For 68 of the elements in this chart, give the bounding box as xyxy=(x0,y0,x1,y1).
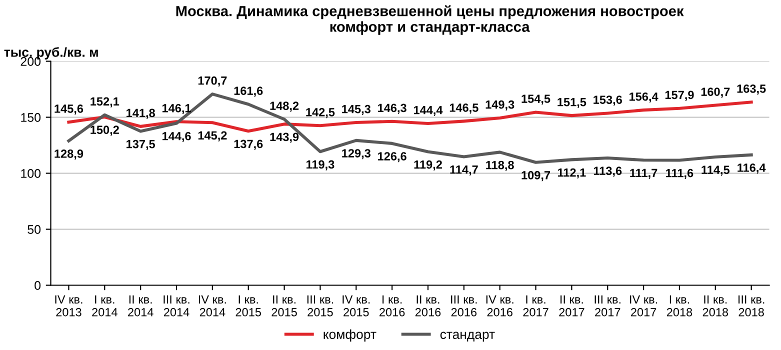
data-label: 137,5 xyxy=(126,140,156,150)
data-label: 161,6 xyxy=(234,86,263,97)
data-label: 145,3 xyxy=(342,104,370,115)
x-tick-label: II кв. 2015 xyxy=(272,295,297,316)
y-tick-label: 200 xyxy=(20,57,41,66)
data-label: 157,9 xyxy=(665,90,694,101)
x-tick-label: III кв. 2018 xyxy=(738,295,764,316)
data-label: 141,8 xyxy=(126,108,155,119)
data-label: 156,4 xyxy=(630,92,658,103)
data-label: 146,1 xyxy=(162,104,191,114)
data-label: 113,6 xyxy=(594,166,622,177)
legend-label: стандарт xyxy=(440,332,495,342)
chart-title: Москва. Динамика средневзвешенной цены предложения новостроек комфорт и стандарт-класса xyxy=(176,5,684,35)
data-label: 114,5 xyxy=(702,166,730,176)
data-label: 116,4 xyxy=(738,164,766,174)
data-label: 119,2 xyxy=(414,160,442,170)
x-tick-label: II кв. 2017 xyxy=(559,295,584,316)
data-label: 137,6 xyxy=(234,140,263,150)
data-label: 153,6 xyxy=(594,96,622,106)
data-label: 129,3 xyxy=(342,149,370,160)
data-label: 126,6 xyxy=(378,152,406,162)
x-tick-label: II кв. 2014 xyxy=(128,295,154,316)
x-tick-label: I кв. 2017 xyxy=(523,295,548,316)
x-tick-label: I кв. 2018 xyxy=(666,295,692,316)
data-label: 146,5 xyxy=(450,104,478,114)
x-tick-label: I кв. 2015 xyxy=(236,295,261,316)
data-label: 128,9 xyxy=(54,150,84,160)
data-label: 114,7 xyxy=(450,166,478,176)
data-label: 149,3 xyxy=(486,100,514,110)
data-label: 170,7 xyxy=(198,76,227,86)
y-tick-label: 150 xyxy=(21,113,41,122)
data-label: 152,1 xyxy=(90,97,120,108)
x-tick-label: IV кв. 2016 xyxy=(486,295,514,316)
data-label: 151,5 xyxy=(558,98,586,108)
data-label: 145,6 xyxy=(54,104,84,115)
x-tick-label: III кв. 2016 xyxy=(451,295,477,316)
data-label: 143,9 xyxy=(270,132,299,143)
y-tick-label: 50 xyxy=(28,225,41,234)
data-label: 118,8 xyxy=(486,160,514,171)
x-tick-label: II кв. 2018 xyxy=(702,295,728,316)
data-label: 146,3 xyxy=(378,104,406,114)
y-tick-label: 100 xyxy=(21,169,41,178)
data-label: 109,7 xyxy=(522,171,550,182)
x-tick-label: IV кв. 2013 xyxy=(55,295,82,316)
data-label: 142,5 xyxy=(306,108,335,118)
data-label: 148,2 xyxy=(270,102,299,112)
x-tick-label: I кв. 2014 xyxy=(92,295,118,316)
x-tick-label: IV кв. 2014 xyxy=(198,295,226,316)
x-tick-label: II кв. 2016 xyxy=(415,295,441,316)
data-label: 119,3 xyxy=(306,160,334,170)
data-label: 163,5 xyxy=(737,84,766,95)
data-label: 150,2 xyxy=(90,126,119,136)
x-tick-label: IV кв. 2017 xyxy=(630,295,658,316)
x-tick-label: IV кв. 2015 xyxy=(342,295,370,316)
x-tick-label: III кв. 2015 xyxy=(307,295,334,316)
data-label: 111,7 xyxy=(630,168,658,179)
x-tick-label: III кв. 2017 xyxy=(594,295,620,316)
y-tick-label: 0 xyxy=(34,281,41,290)
data-label: 112,1 xyxy=(558,168,586,178)
x-tick-label: III кв. 2014 xyxy=(164,295,190,316)
data-label: 160,7 xyxy=(701,88,730,98)
data-label: 154,5 xyxy=(522,94,550,105)
data-label: 144,4 xyxy=(414,106,443,116)
data-label: 111,6 xyxy=(666,168,694,179)
data-label: 144,6 xyxy=(162,132,191,142)
data-label: 145,2 xyxy=(198,131,227,142)
x-tick-label: I кв. 2016 xyxy=(380,295,405,316)
legend-label: комфорт xyxy=(324,329,376,342)
